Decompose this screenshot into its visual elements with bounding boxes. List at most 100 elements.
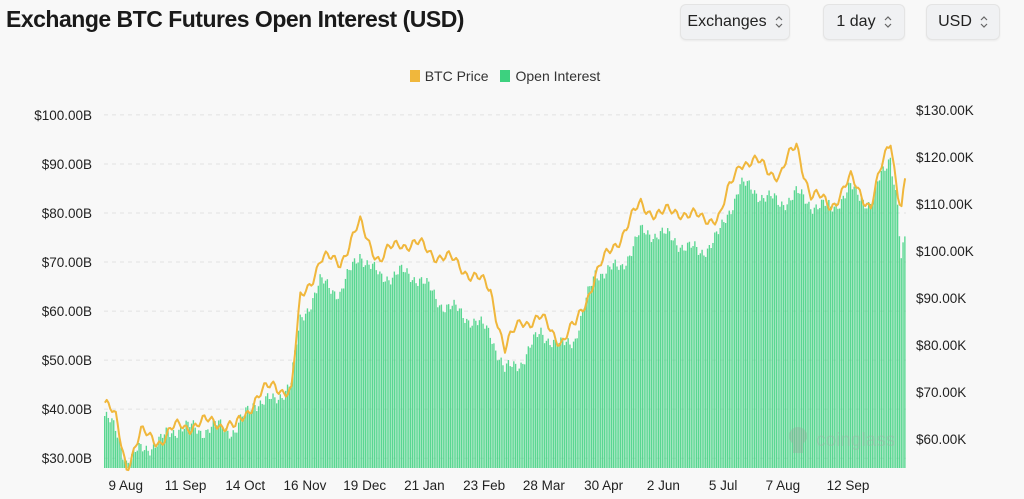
oi-bar bbox=[361, 258, 363, 468]
oi-bar bbox=[422, 283, 424, 468]
oi-bar bbox=[534, 332, 537, 468]
oi-bar bbox=[247, 405, 249, 468]
oi-bar bbox=[618, 269, 620, 468]
oi-bar bbox=[648, 234, 651, 468]
oi-bar bbox=[545, 340, 548, 468]
y-left-tick-label: $80.00B bbox=[42, 206, 92, 221]
oi-bar bbox=[114, 430, 117, 468]
oi-bar bbox=[259, 400, 262, 468]
oi-bar bbox=[113, 420, 115, 468]
oi-bar bbox=[218, 420, 220, 468]
oi-bar bbox=[140, 444, 142, 468]
oi-bar bbox=[390, 284, 392, 468]
oi-bar bbox=[377, 274, 379, 468]
oi-bar bbox=[357, 262, 359, 468]
oi-bar bbox=[118, 438, 120, 468]
oi-bar bbox=[449, 309, 452, 468]
oi-bar bbox=[482, 323, 484, 468]
oi-bar bbox=[433, 289, 435, 468]
oi-bar bbox=[386, 276, 388, 468]
oi-bar bbox=[105, 411, 108, 468]
oi-bar bbox=[659, 231, 662, 468]
oi-bar bbox=[346, 269, 348, 468]
legend-open-interest[interactable]: Open Interest bbox=[500, 68, 600, 84]
oi-bar bbox=[152, 444, 155, 468]
oi-bar bbox=[243, 415, 245, 468]
oi-bar bbox=[672, 240, 674, 468]
oi-bar bbox=[766, 195, 768, 468]
oi-bar bbox=[138, 443, 140, 468]
oi-bar bbox=[661, 227, 663, 468]
oi-bar bbox=[462, 318, 464, 468]
oi-bar bbox=[676, 245, 678, 468]
oi-bar bbox=[867, 202, 870, 469]
oi-bar bbox=[516, 371, 519, 468]
oi-bar bbox=[426, 278, 428, 468]
oi-bar bbox=[265, 396, 267, 468]
currency-select[interactable]: USD bbox=[926, 4, 1000, 40]
exchanges-select[interactable]: Exchanges bbox=[680, 4, 790, 40]
interval-select[interactable]: 1 day bbox=[823, 4, 905, 40]
oi-bar bbox=[877, 181, 879, 468]
x-tick-label: 23 Feb bbox=[463, 478, 505, 493]
oi-bar bbox=[214, 421, 216, 468]
oi-bar bbox=[820, 199, 823, 468]
oi-bar bbox=[853, 186, 855, 468]
oi-bar bbox=[603, 278, 606, 468]
legend-btc-price[interactable]: BTC Price bbox=[409, 68, 488, 84]
oi-bar bbox=[893, 184, 895, 468]
oi-bar bbox=[835, 203, 837, 468]
oi-bar bbox=[549, 345, 551, 468]
oi-bar bbox=[324, 280, 327, 468]
oi-bar bbox=[762, 198, 765, 468]
oi-bar bbox=[840, 199, 843, 468]
y-left-tick-label: $30.00B bbox=[42, 451, 92, 466]
legend-label: Open Interest bbox=[515, 68, 601, 84]
oi-bar bbox=[209, 432, 211, 468]
oi-bar bbox=[616, 266, 618, 468]
oi-bar bbox=[248, 411, 251, 468]
x-tick-label: 19 Dec bbox=[343, 478, 386, 493]
oi-bar bbox=[529, 347, 531, 468]
oi-bar bbox=[404, 272, 406, 468]
oi-bar bbox=[621, 264, 624, 468]
oi-bar bbox=[627, 256, 629, 468]
oi-bar bbox=[514, 363, 517, 468]
oi-bar bbox=[151, 449, 153, 468]
oi-bar bbox=[706, 248, 709, 468]
oi-bar bbox=[630, 256, 633, 468]
oi-bar bbox=[799, 193, 801, 468]
oi-bar bbox=[884, 170, 886, 468]
oi-bar bbox=[598, 280, 600, 468]
oi-bar bbox=[475, 320, 477, 468]
oi-bar bbox=[784, 210, 787, 469]
oi-bar bbox=[829, 206, 832, 468]
y-right-tick-label: $70.00K bbox=[916, 385, 966, 400]
oi-bar bbox=[723, 222, 725, 468]
oi-bar bbox=[652, 239, 654, 468]
oi-bar bbox=[460, 308, 463, 468]
oi-bar bbox=[848, 182, 850, 468]
oi-bar bbox=[399, 265, 401, 468]
oi-bar bbox=[540, 327, 542, 468]
oi-bar bbox=[846, 192, 848, 468]
oi-bar bbox=[552, 339, 555, 468]
oi-bar bbox=[241, 416, 243, 468]
oi-bar bbox=[274, 397, 276, 468]
oi-bar bbox=[824, 205, 826, 468]
oi-bar bbox=[878, 180, 881, 468]
oi-bar bbox=[458, 308, 461, 468]
oi-bar bbox=[900, 258, 902, 468]
oi-bar bbox=[342, 288, 345, 468]
oi-bar bbox=[205, 429, 207, 468]
oi-bar bbox=[303, 320, 305, 468]
oi-bar bbox=[866, 208, 868, 468]
oi-bar bbox=[252, 403, 254, 468]
oi-bar bbox=[310, 309, 312, 468]
oi-bar bbox=[424, 283, 426, 468]
oi-bar bbox=[547, 338, 549, 468]
oi-bar bbox=[551, 347, 553, 468]
oi-bar bbox=[189, 427, 191, 468]
oi-bar bbox=[190, 423, 193, 468]
oi-bar bbox=[860, 197, 863, 468]
